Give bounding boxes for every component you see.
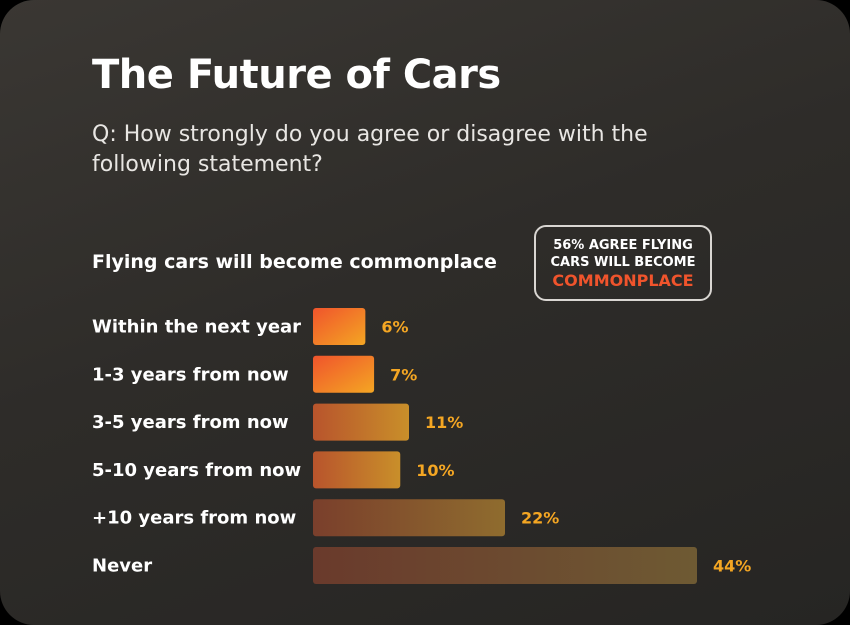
page-title: The Future of Cars [92,52,501,98]
category-label: 1-3 years from now [92,364,289,385]
bar [313,547,697,584]
category-label: Within the next year [92,317,301,338]
bar [313,403,409,441]
bar [313,308,366,345]
category-label: Never [92,556,152,577]
callout-line-1: 56% AGREE FLYING [553,238,693,253]
value-label: 6% [381,318,408,337]
value-label: 7% [390,365,417,384]
category-label: 3-5 years from now [92,412,289,433]
category-label: +10 years from now [92,508,296,529]
callout-accent: COMMONPLACE [552,271,694,290]
statement-label: Flying cars will become commonplace [92,251,497,273]
bar [313,451,401,489]
value-label: 22% [521,509,559,528]
callout-line-2: CARS WILL BECOME [550,255,696,270]
value-label: 11% [425,413,463,432]
value-label: 44% [713,557,751,576]
value-label: 10% [416,461,454,480]
bar [313,355,375,393]
question-subtitle: Q: How strongly do you agree or disagree… [92,122,648,177]
callout-box: 56% AGREE FLYING CARS WILL BECOME COMMON… [534,225,712,301]
bar [313,499,505,537]
category-label: 5-10 years from now [92,460,301,481]
